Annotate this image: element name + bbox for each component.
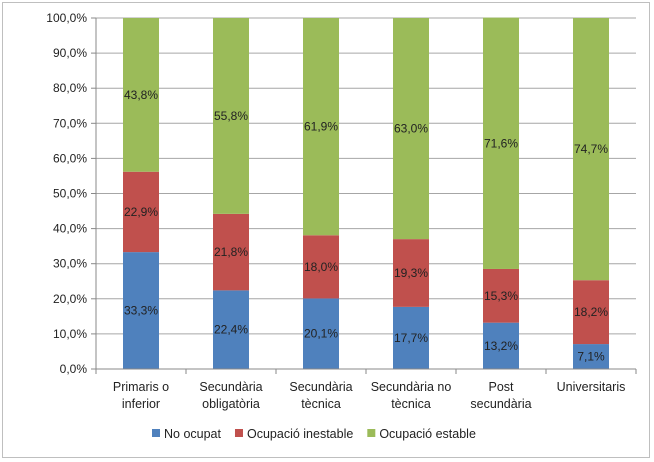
y-axis: 0,0% 10,0% 20,0% 30,0% 40,0% 50,0% 60,0% 70,0% 8…: [46, 11, 97, 376]
x-tick-label: Secundària no: [371, 380, 452, 394]
bars: [123, 17, 609, 369]
bar-segment: [123, 18, 159, 172]
data-label: 22,9%: [124, 205, 158, 219]
legend-label: Ocupació inestable: [247, 427, 353, 441]
x-tick-label: Universitaris: [557, 380, 626, 394]
y-tick-label: 70,0%: [53, 116, 87, 130]
x-tick-label: obligatòria: [202, 397, 260, 411]
legend-swatch: [367, 429, 376, 437]
x-tick-label: Secundària: [199, 380, 262, 394]
bar-segment: [123, 252, 159, 369]
legend: No ocupat Ocupació inestable Ocupació esta…: [152, 427, 476, 441]
y-tick-label: 100,0%: [46, 11, 87, 25]
bar-segment: [573, 344, 609, 369]
data-label: 18,0%: [304, 260, 338, 274]
y-tick-label: 30,0%: [53, 257, 87, 271]
x-tick-label: tècnica: [391, 397, 431, 411]
bar-segment: [303, 298, 339, 369]
y-tick-label: 10,0%: [53, 327, 87, 341]
y-tick-label: 60,0%: [53, 151, 87, 165]
y-tick-label: 0,0%: [60, 362, 88, 376]
data-label: 13,2%: [484, 339, 518, 353]
data-label: 61,9%: [304, 120, 338, 134]
y-tick-label: 80,0%: [53, 81, 87, 95]
data-label: 17,7%: [394, 331, 428, 345]
legend-label: No ocupat: [164, 427, 222, 441]
bar-segment: [573, 18, 609, 281]
x-tick-label: secundària: [470, 397, 531, 411]
data-label: 33,3%: [124, 304, 158, 318]
bar-segment: [393, 18, 429, 240]
data-labels: 33,3% 22,9% 43,8% 22,4% 21,8% 55,8% 20,1% 18,0%…: [124, 88, 608, 364]
data-label: 71,6%: [484, 136, 518, 150]
data-label: 20,1%: [304, 327, 338, 341]
data-label: 15,3%: [484, 289, 518, 303]
bar-segment: [303, 18, 339, 236]
data-label: 7,1%: [577, 350, 605, 364]
x-axis: Primaris o inferior Secundària obligatòria S…: [95, 368, 637, 411]
y-tick-label: 90,0%: [53, 46, 87, 60]
y-tick-label: 40,0%: [53, 222, 87, 236]
y-tick-label: 20,0%: [53, 292, 87, 306]
data-label: 63,0%: [394, 122, 428, 136]
bar-segment: [213, 290, 249, 369]
data-label: 74,7%: [574, 142, 608, 156]
x-tick-label: Post: [488, 380, 514, 394]
data-label: 18,2%: [574, 305, 608, 319]
y-tick-label: 50,0%: [53, 187, 87, 201]
bar-segment: [123, 171, 159, 253]
data-label: 21,8%: [214, 245, 248, 259]
x-tick-label: Primaris o: [113, 380, 169, 394]
bar-segment: [393, 306, 429, 369]
data-label: 55,8%: [214, 109, 248, 123]
legend-swatch: [152, 429, 160, 437]
bar-segment: [483, 268, 519, 323]
bar-segment: [483, 322, 519, 369]
data-label: 43,8%: [124, 88, 158, 102]
data-label: 19,3%: [394, 266, 428, 280]
x-tick-label: tècnica: [301, 397, 341, 411]
bar-segment: [213, 213, 249, 291]
x-tick-label: Secundària: [289, 380, 352, 394]
data-label: 22,4%: [214, 323, 248, 337]
x-tick-label: inferior: [122, 397, 160, 411]
legend-label: Ocupació estable: [379, 427, 476, 441]
bar-segment: [213, 18, 249, 214]
bar-segment: [303, 235, 339, 299]
gridlines: [96, 17, 636, 370]
bar-segment: [573, 280, 609, 345]
bar-segment: [393, 239, 429, 307]
bar-segment: [483, 17, 519, 269]
legend-swatch: [234, 429, 243, 437]
